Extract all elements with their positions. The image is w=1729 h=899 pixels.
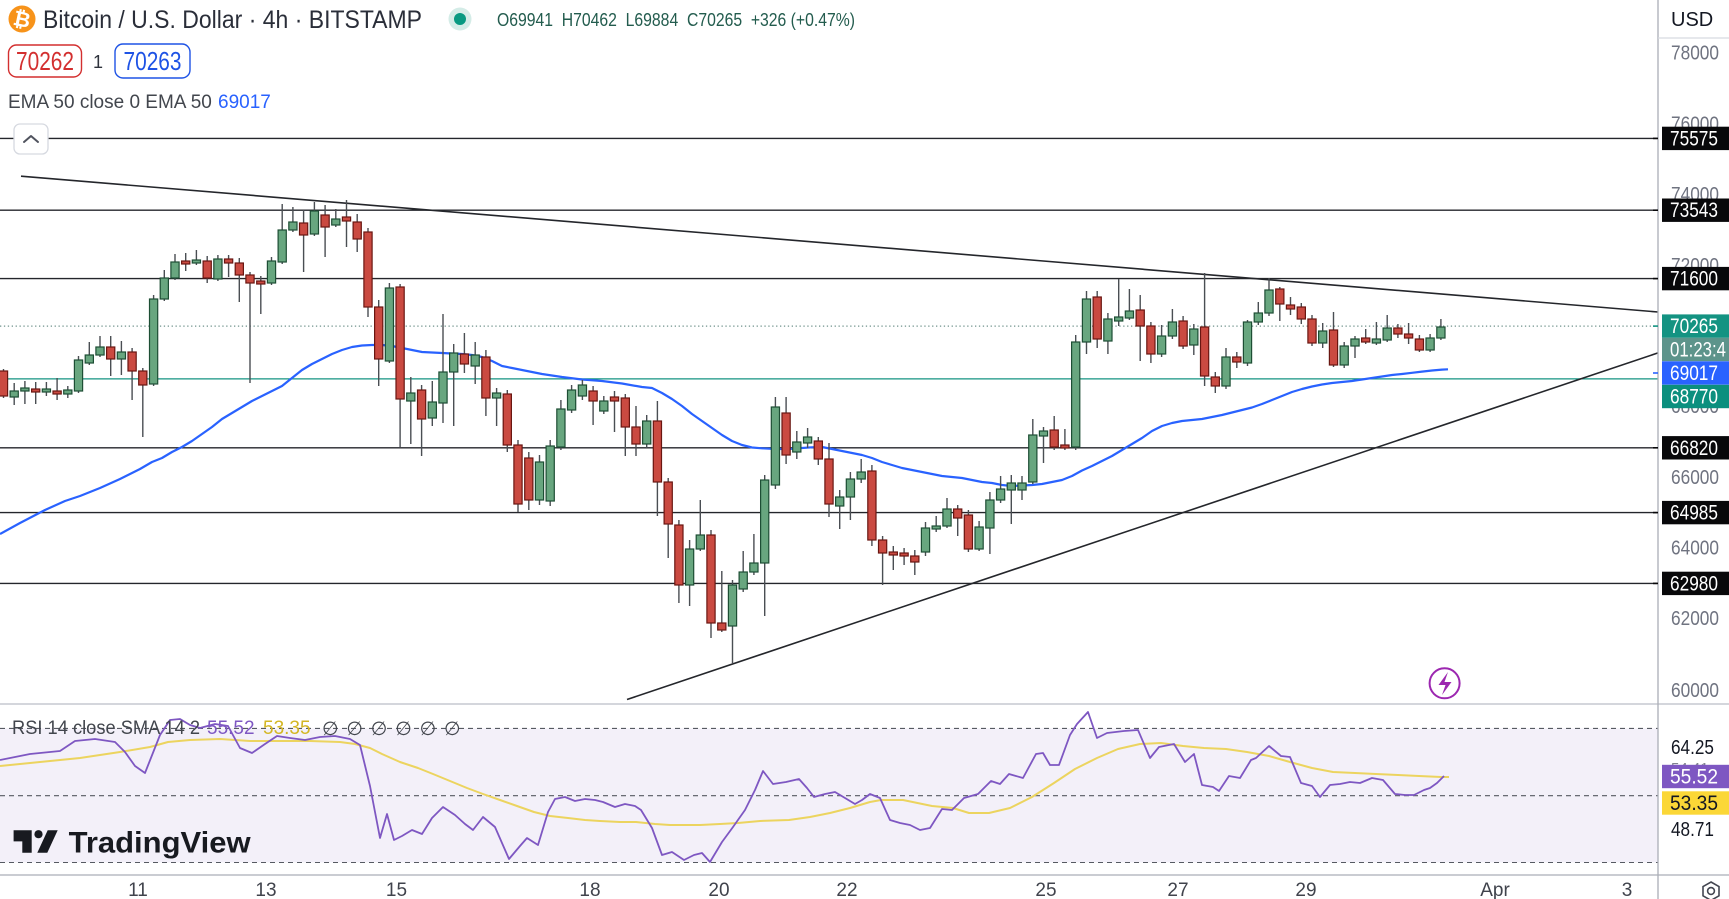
svg-text:75575: 75575 xyxy=(1670,127,1718,150)
svg-text:55.52: 55.52 xyxy=(1670,766,1718,789)
svg-text:∅: ∅ xyxy=(346,719,363,740)
svg-text:66820: 66820 xyxy=(1670,437,1718,460)
svg-text:∅: ∅ xyxy=(371,719,388,740)
svg-text:18: 18 xyxy=(579,880,600,899)
svg-text:∅: ∅ xyxy=(322,719,339,740)
svg-text:13: 13 xyxy=(255,880,276,899)
svg-text:70262: 70262 xyxy=(16,46,74,76)
svg-text:29: 29 xyxy=(1295,880,1316,899)
svg-text:66000: 66000 xyxy=(1671,467,1719,489)
svg-text:68770: 68770 xyxy=(1670,386,1718,409)
svg-text:₿: ₿ xyxy=(11,7,33,33)
svg-text:55.52: 55.52 xyxy=(207,718,255,739)
svg-text:78000: 78000 xyxy=(1671,43,1719,65)
svg-text:62000: 62000 xyxy=(1671,608,1719,630)
svg-text:53.35: 53.35 xyxy=(263,718,311,739)
svg-text:22: 22 xyxy=(836,880,857,899)
svg-text:64.25: 64.25 xyxy=(1671,737,1714,759)
svg-text:TradingView: TradingView xyxy=(69,827,252,860)
svg-text:48.71: 48.71 xyxy=(1671,819,1714,841)
svg-text:∅: ∅ xyxy=(395,719,412,740)
svg-text:1: 1 xyxy=(93,52,103,72)
svg-text:USD: USD xyxy=(1671,9,1713,31)
svg-text:20: 20 xyxy=(708,880,729,899)
svg-text:64000: 64000 xyxy=(1671,537,1719,559)
svg-text:62980: 62980 xyxy=(1670,572,1718,595)
svg-text:∅: ∅ xyxy=(420,719,437,740)
svg-text:70263: 70263 xyxy=(124,46,182,76)
svg-text:Apr: Apr xyxy=(1480,880,1510,899)
svg-text:EMA 50 close 0 EMA 50: EMA 50 close 0 EMA 50 xyxy=(8,92,212,113)
svg-text:O69941 H70462 L69884 C70265: O69941 H70462 L69884 C70265 +326 (+0.47%… xyxy=(497,10,855,30)
svg-text:∅: ∅ xyxy=(444,719,461,740)
svg-text:RSI 14 close SMA 14 2: RSI 14 close SMA 14 2 xyxy=(12,718,200,739)
svg-text:15: 15 xyxy=(386,880,407,899)
svg-text:3: 3 xyxy=(1622,880,1633,899)
svg-text:11: 11 xyxy=(128,880,148,899)
svg-text:69017: 69017 xyxy=(1670,362,1718,385)
svg-text:73543: 73543 xyxy=(1670,199,1718,222)
svg-text:64985: 64985 xyxy=(1670,502,1718,525)
svg-text:Bitcoin / U.S. Dollar · 4h · B: Bitcoin / U.S. Dollar · 4h · BITSTAMP xyxy=(43,6,422,34)
svg-text:25: 25 xyxy=(1035,880,1056,899)
svg-text:70265: 70265 xyxy=(1670,315,1718,338)
svg-text:60000: 60000 xyxy=(1671,680,1719,702)
svg-text:71600: 71600 xyxy=(1670,268,1718,291)
svg-text:53.35: 53.35 xyxy=(1670,792,1718,815)
svg-text:69017: 69017 xyxy=(218,92,271,113)
svg-text:27: 27 xyxy=(1167,880,1188,899)
svg-text:01:23:4: 01:23:4 xyxy=(1670,339,1726,362)
